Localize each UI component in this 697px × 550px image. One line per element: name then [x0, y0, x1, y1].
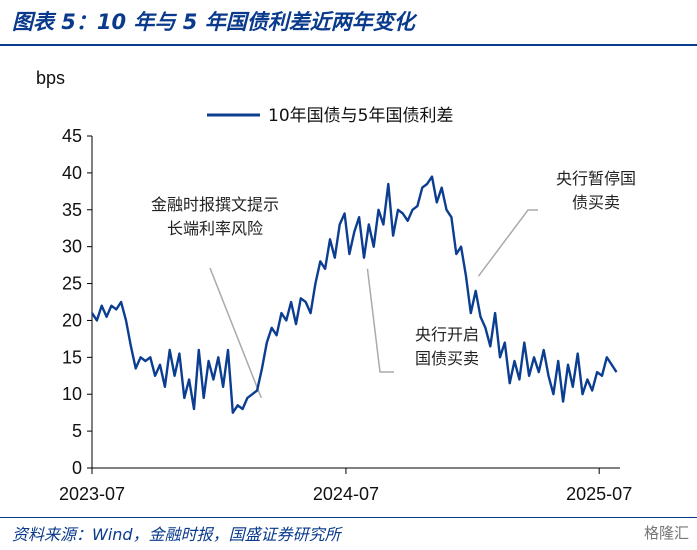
- y-tick-label: 20: [62, 310, 82, 330]
- x-tick-label: 2023-07: [59, 484, 125, 504]
- annotation-text: 央行开启: [415, 325, 479, 344]
- annotation-leader: [209, 267, 262, 399]
- annotation-leader: [366, 268, 394, 373]
- x-axis: 2023-07 2024-07 2025-07: [59, 467, 632, 504]
- y-tick-label: 0: [72, 458, 82, 478]
- y-tick-label: 45: [62, 126, 82, 146]
- annotation-text: 债买卖: [572, 193, 620, 212]
- y-tick-label: 25: [62, 274, 82, 294]
- y-axis: 0 5 10 15 20 25 30 35 40 45: [62, 126, 93, 478]
- figure-title: 图表 5：10 年与 5 年国债利差近两年变化: [12, 10, 415, 34]
- x-tick-label: 2024-07: [313, 484, 379, 504]
- title-rule: [0, 44, 697, 46]
- y-tick-label: 35: [62, 200, 82, 220]
- y-tick-label: 15: [62, 347, 82, 367]
- y-tick-label: 5: [72, 421, 82, 441]
- annotation-text: 金融时报撰文提示: [151, 195, 279, 214]
- annotation-leader: [477, 209, 538, 277]
- legend-label: 10年国债与5年国债利差: [268, 106, 453, 126]
- watermark: 格隆汇: [643, 524, 689, 542]
- x-tick-label: 2025-07: [566, 484, 632, 504]
- annotation-text: 央行暂停国: [556, 169, 636, 188]
- y-axis-label: bps: [36, 68, 65, 88]
- y-tick-label: 40: [62, 163, 82, 183]
- annotation-text: 长端利率风险: [167, 219, 263, 238]
- series-line: [91, 175, 618, 414]
- y-tick-label: 10: [62, 384, 82, 404]
- chart: bps 10年国债与5年国债利差 0 5 10 15 20 25 30 35 40 45 2023…: [36, 68, 636, 504]
- source-note: 资料来源：Wind，金融时报，国盛证券研究所: [12, 525, 341, 544]
- y-tick-label: 30: [62, 237, 82, 257]
- legend: 10年国债与5年国债利差: [207, 106, 453, 126]
- annotation-text: 国债买卖: [415, 349, 479, 368]
- footer-rule: [0, 517, 697, 518]
